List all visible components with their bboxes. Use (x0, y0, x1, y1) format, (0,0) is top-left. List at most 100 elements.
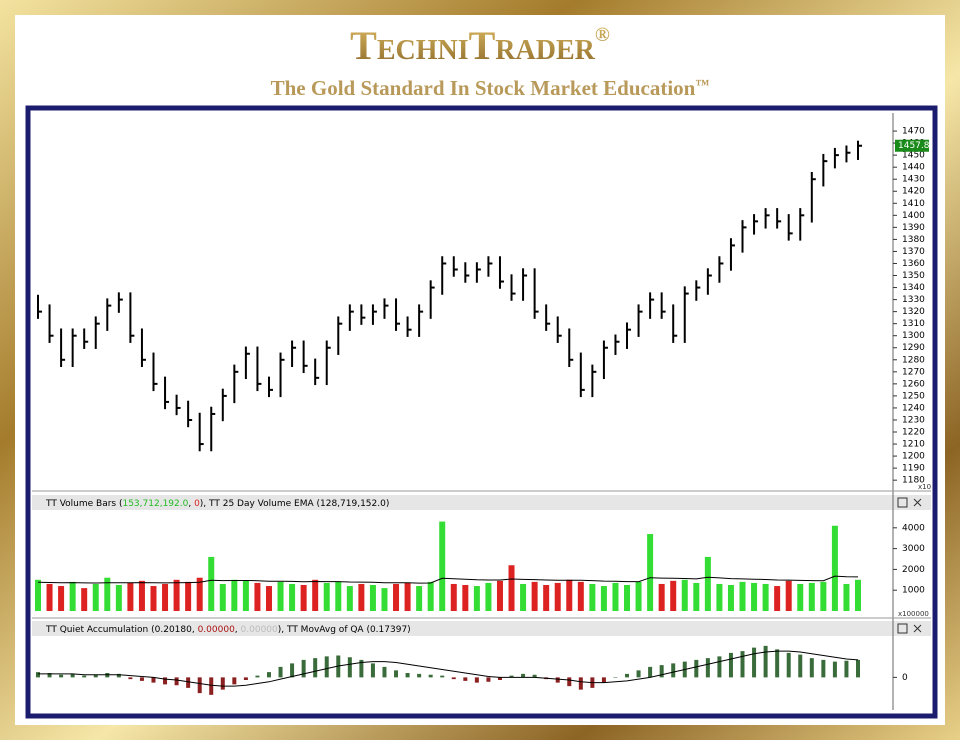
qa-bar (625, 673, 630, 678)
volume-header (32, 495, 931, 510)
volume-bar (774, 586, 781, 611)
volume-bar (751, 582, 758, 611)
qa-bar (752, 647, 757, 678)
qa-bar (705, 658, 710, 678)
qa-bar (359, 659, 364, 678)
volume-bar (231, 579, 238, 611)
qa-bar (798, 654, 803, 678)
y-tick-label: 1360 (902, 259, 925, 269)
volume-bar (427, 581, 434, 611)
qa-bar (82, 675, 87, 678)
qa-moving-average (38, 650, 859, 687)
volume-bar (647, 534, 654, 611)
volume-bar (600, 586, 607, 611)
qa-bar (394, 670, 399, 678)
volume-bar (727, 585, 734, 611)
volume-bar (81, 588, 88, 611)
pane-button[interactable] (897, 623, 908, 634)
qa-bar (740, 651, 745, 678)
volume-bar (92, 583, 99, 611)
qa-bar (694, 659, 699, 678)
volume-bar (762, 583, 769, 611)
y-tick-label: 1290 (902, 343, 925, 353)
qa-bar (301, 659, 306, 678)
legend-part: 0.00000 (198, 625, 235, 635)
volume-bar (404, 582, 411, 611)
qa-bar (324, 656, 329, 678)
qa-bar (347, 657, 352, 678)
qa-bar (139, 677, 144, 681)
qa-bar (786, 652, 791, 678)
volume-bar (208, 556, 215, 611)
qa-bar (636, 670, 641, 678)
qa-bar (59, 674, 64, 678)
y-tick-label: 1420 (902, 187, 925, 197)
legend-part: TT Volume Bars ( (45, 499, 122, 509)
qa-bar (440, 675, 445, 678)
volume-bar (624, 585, 631, 611)
volume-bar (335, 581, 342, 611)
qa-bar (856, 659, 860, 678)
volume-bar (520, 583, 527, 611)
volume-bar (716, 583, 723, 611)
volume-bar (473, 586, 480, 611)
y-tick-label: 1280 (902, 355, 925, 365)
y-tick-label: 1210 (902, 440, 925, 450)
y-tick-label: 1230 (902, 415, 925, 425)
volume-bar (589, 583, 596, 611)
pane-button[interactable] (897, 497, 908, 508)
qa-bar (474, 677, 479, 683)
volume-bar (242, 580, 249, 611)
qa-bar (313, 658, 318, 678)
legend-part: 153,712,192.0 (122, 499, 188, 509)
qa-bar (290, 663, 295, 678)
qa-bar (255, 675, 260, 678)
scale-note: x10 (918, 483, 931, 491)
qa-bar (209, 677, 214, 695)
pane-legend: TT Quiet Accumulation (0.20180, 0.00000,… (45, 625, 411, 635)
volume-bar (115, 585, 122, 611)
qa-bar (497, 677, 502, 680)
qa-bar (728, 652, 733, 678)
qa-bar (567, 677, 572, 687)
qa-bar (671, 663, 676, 678)
last-price-box (895, 139, 929, 152)
y-tick-label: 1430 (902, 175, 925, 185)
qa-bar (382, 666, 387, 678)
legend-part: , (188, 499, 194, 509)
volume-bar (635, 581, 642, 611)
volume-bar (289, 583, 296, 611)
volume-bar (450, 583, 457, 611)
brand-title: TechniTrader® (350, 23, 610, 68)
volume-bar (543, 585, 550, 611)
qa-bar (151, 677, 156, 683)
volume-ema (37, 575, 859, 584)
legend-part: 0 (194, 499, 200, 509)
close-icon[interactable] (913, 498, 922, 507)
volume-bar (127, 582, 134, 611)
y-tick-label: 3000 (902, 544, 925, 554)
tagline: The Gold Standard In Stock Market Educat… (271, 76, 710, 100)
qa-bar (601, 677, 606, 683)
y-tick-label: 1320 (902, 307, 925, 317)
qa-bar (128, 677, 133, 680)
y-tick-label: 1180 (902, 476, 925, 486)
close-icon[interactable] (913, 624, 922, 633)
volume-bar (554, 582, 561, 611)
volume-bar (704, 556, 711, 611)
volume-bar (808, 582, 815, 611)
qa-bar (417, 673, 422, 678)
volume-bar (670, 580, 677, 611)
volume-bar (219, 583, 226, 611)
y-tick-label: 1450 (902, 151, 925, 161)
y-tick-label: 2000 (902, 565, 925, 575)
y-tick-label: 1200 (902, 452, 925, 462)
volume-bar (358, 583, 365, 611)
y-tick-label: 1350 (902, 271, 925, 281)
qa-bar (36, 672, 40, 678)
qa-bar (278, 666, 283, 678)
volume-bar (496, 580, 503, 611)
volume-bar (508, 565, 515, 611)
y-tick-label: 1190 (902, 464, 925, 474)
volume-bar (658, 583, 665, 611)
